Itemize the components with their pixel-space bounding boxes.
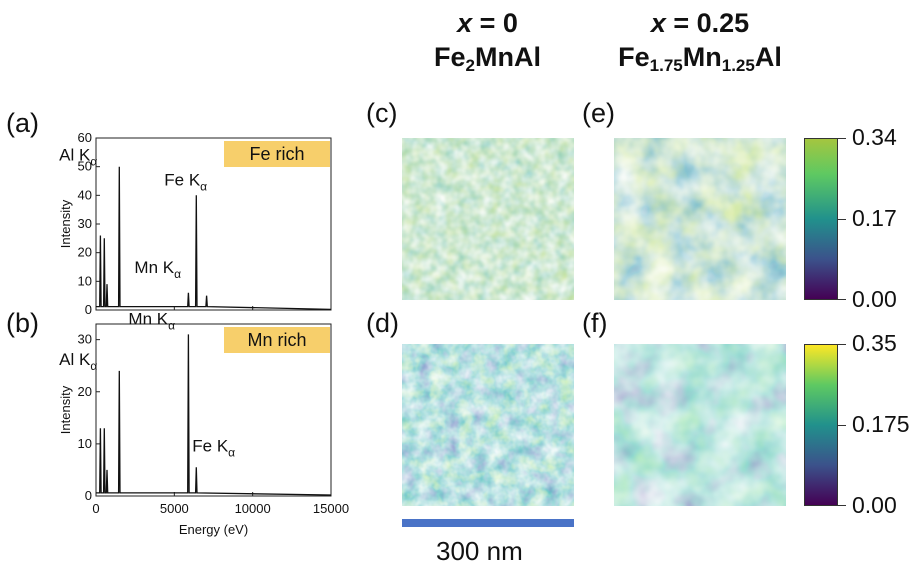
x-value: = 0.25 [673, 8, 750, 38]
spectrum-line [96, 334, 332, 496]
y-tick-label: 10 [78, 273, 92, 288]
map-fe-x025 [614, 138, 786, 300]
panel-label-f: (f) [582, 308, 608, 338]
x-tick-label: 5000 [160, 501, 189, 516]
y-tick-label: 60 [78, 130, 92, 145]
colorbar-bottom-min: 0.00 [852, 492, 897, 518]
peak-label: Fe Kα [192, 436, 235, 459]
colorbar-top-mid: 0.17 [852, 205, 897, 231]
panel-label-b: (b) [6, 308, 39, 338]
colorbar-bottom [804, 344, 838, 506]
peak-label: Fe Kα [164, 170, 207, 193]
y-tick-label: 50 [78, 159, 92, 174]
x-variable-label: x [457, 8, 473, 38]
y-tick-label: 10 [78, 436, 92, 451]
map-fe-x0 [402, 138, 574, 300]
legend-box [224, 141, 330, 167]
y-tick-label: 30 [78, 332, 92, 347]
formula: Fe2MnAl [434, 42, 541, 75]
scale-bar [402, 519, 574, 527]
y-tick-label: 0 [85, 302, 92, 317]
y-axis-label: Intensity [58, 199, 73, 248]
x-variable-label: x [650, 8, 666, 38]
y-axis-label: Intensity [58, 385, 73, 434]
legend-box-label: Fe rich [249, 144, 304, 164]
spectrum-panel-b: Mn rich 0 10 20 30 Intensity 0 5000 10000 15000 En… [58, 309, 349, 537]
y-tick-label: 40 [78, 187, 92, 202]
legend-box-label: Mn rich [247, 330, 306, 350]
panel-label-c: (c) [366, 98, 398, 128]
x-value: = 0 [479, 8, 518, 38]
spectrum-panel-a: Fe rich 0 10 20 30 40 50 60 Intensity Al Kα Fe Kα M… [58, 130, 332, 317]
colorbar-top [804, 138, 838, 300]
plot-frame [95, 323, 332, 497]
map-mn-x0 [402, 344, 574, 506]
column-header-x0: x = 0 Fe2MnAl [400, 6, 575, 83]
y-tick-label: 30 [78, 216, 92, 231]
column-header-x025: x = 0.25 Fe1.75Mn1.25Al [580, 6, 820, 83]
peak-label: Al Kα [59, 350, 97, 373]
peak-label: Mn Kα [128, 309, 175, 332]
panel-label-a: (a) [6, 108, 39, 138]
panel-label-e: (e) [582, 98, 615, 128]
colorbar-top-min: 0.00 [852, 286, 897, 312]
legend-box [224, 327, 330, 353]
x-tick-label: 10000 [235, 501, 271, 516]
peak-label: Al Kα [59, 146, 97, 169]
peak-label: Mn Kα [134, 258, 181, 281]
colorbar-top-max: 0.34 [852, 124, 897, 150]
y-tick-label: 20 [78, 384, 92, 399]
x-tick-label: 15000 [313, 501, 349, 516]
map-mn-x025 [614, 344, 786, 506]
x-axis-label: Energy (eV) [179, 522, 248, 537]
colorbar-bottom-mid: 0.175 [852, 411, 910, 437]
colorbar-bottom-max: 0.35 [852, 330, 897, 356]
panel-label-d: (d) [366, 308, 399, 338]
y-tick-label: 20 [78, 245, 92, 260]
x-tick-label: 0 [92, 501, 99, 516]
formula: Fe1.75Mn1.25Al [618, 42, 782, 75]
scale-bar-label: 300 nm [436, 536, 523, 566]
y-tick-label: 0 [85, 488, 92, 503]
spectrum-line [96, 166, 332, 311]
